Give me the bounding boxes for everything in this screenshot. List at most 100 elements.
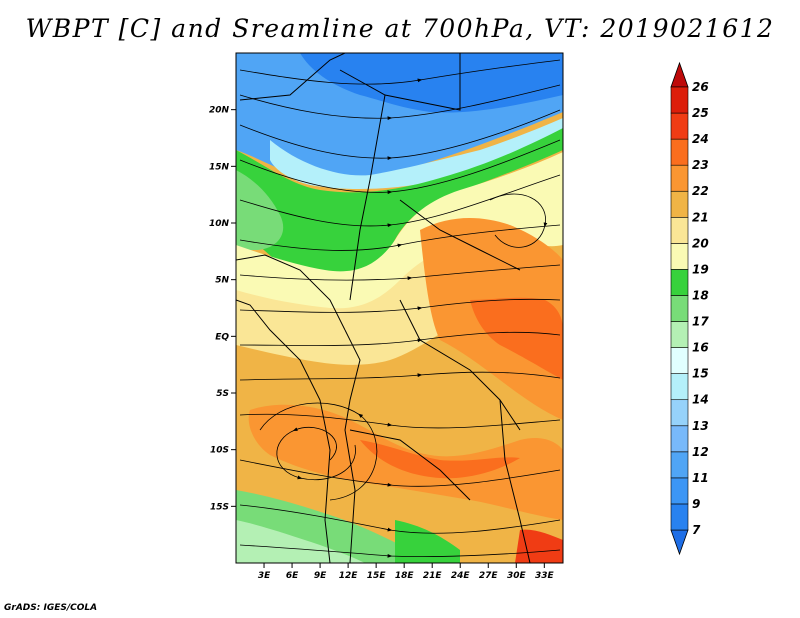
border-line (349, 429, 471, 501)
colorbar-box (670, 164, 689, 192)
grads-credit: GrADS: IGES/COLA (4, 603, 98, 613)
lat-tick-label: EQ (215, 332, 229, 342)
colorbar-level-label: 21 (692, 210, 709, 224)
map-panel (236, 53, 563, 563)
lon-tick-label: 9E (314, 571, 327, 581)
streamline (239, 413, 561, 429)
field-lightgreen-southwest (236, 520, 365, 563)
colorbar-box (670, 373, 689, 401)
colorbar-level-label: 20 (692, 236, 709, 250)
streamline-vortex (259, 402, 378, 501)
colorbar-box (670, 477, 689, 505)
map-title: WBPT [C] and Sreamline at 700hPa, VT: 20… (25, 14, 775, 43)
field-green-light (236, 170, 284, 250)
field-green-band (236, 128, 563, 300)
colorbar-box (670, 269, 689, 296)
lat-tick-label: 10S (210, 446, 229, 456)
lon-tick-label: 6E (286, 571, 299, 581)
colorbar-level-label: 16 (692, 341, 709, 355)
streamline (239, 59, 561, 85)
latitude-axis: 20N 15N 10N 5N EQ 5S 10S 15S (209, 106, 236, 512)
border-line (239, 53, 346, 101)
colorbar-box (670, 503, 689, 531)
map-frame (235, 52, 564, 564)
colorbar-box (670, 243, 689, 270)
border-line (399, 299, 521, 431)
colorbar-level-label: 17 (692, 315, 709, 329)
colorbar-level-label: 18 (692, 288, 709, 302)
lon-tick-label: 24E (451, 571, 471, 581)
colorbar-box (670, 451, 689, 479)
border-line (399, 199, 521, 271)
lat-tick-label: 5N (215, 276, 229, 286)
streamline (239, 174, 561, 228)
field-green-south (395, 520, 460, 563)
colorbar-box (670, 86, 689, 114)
colorbar-level-label: 15 (692, 367, 709, 381)
lat-tick-label: 10N (209, 219, 230, 229)
streamline (239, 544, 561, 558)
streamline (239, 109, 561, 161)
colorbar-level-label: 14 (692, 393, 709, 407)
lon-tick-label: 15E (367, 571, 387, 581)
colorbar-box (670, 112, 689, 140)
border-line (344, 329, 361, 563)
colorbar-box (670, 321, 689, 348)
border-line (339, 53, 461, 111)
field-lightblue (270, 118, 563, 190)
colorbar-box (670, 295, 689, 322)
border-line (236, 254, 346, 331)
lat-tick-label: 20N (209, 106, 230, 116)
streamline (239, 298, 561, 313)
lat-tick-label: 5S (216, 389, 229, 399)
streamline (239, 371, 561, 381)
streamline (239, 84, 561, 121)
colorbar-upper-arrow (670, 61, 689, 88)
field-red-southeast (515, 529, 563, 563)
colorbar-level-label: 25 (692, 106, 709, 120)
lon-tick-label: 18E (395, 571, 415, 581)
streamline (239, 264, 561, 281)
coastline (236, 299, 331, 563)
colorbar-level-label: 12 (692, 445, 709, 459)
colorbar-box (670, 138, 689, 166)
lon-tick-label: 21E (423, 571, 443, 581)
streamline-vortex (489, 193, 548, 248)
colorbar-level-label: 7 (692, 523, 701, 537)
streamline (239, 504, 561, 534)
streamline (239, 139, 561, 195)
lon-tick-label: 12E (339, 571, 359, 581)
streamline (239, 224, 561, 251)
field-red-east (470, 297, 563, 380)
colorbar-level-label: 26 (692, 80, 709, 94)
colorbar-level-label: 22 (692, 184, 709, 198)
lon-tick-label: 33E (535, 571, 555, 581)
colorbar-box (670, 190, 689, 218)
colorbar-box (670, 347, 689, 374)
lat-tick-label: 15S (210, 502, 229, 512)
streamline (239, 459, 561, 487)
lon-tick-label: 30E (507, 571, 527, 581)
border-line (499, 399, 531, 563)
colorbar-lower-arrow (670, 529, 689, 556)
field-red-south (360, 440, 520, 479)
streamlines (239, 59, 561, 558)
colorbar-box (670, 425, 689, 453)
lon-tick-label: 3E (258, 571, 271, 581)
lat-tick-label: 15N (209, 162, 230, 172)
longitude-axis: 3E 6E 9E 12E 15E 18E 21E 24E 27E 30E 33E (258, 563, 555, 581)
colorbar-level-label: 24 (692, 132, 709, 146)
colorbar-level-label: 9 (692, 497, 700, 511)
colorbar-box (670, 216, 689, 244)
borders (236, 53, 531, 563)
colorbar-level-label: 11 (692, 471, 709, 485)
lon-tick-label: 27E (479, 571, 499, 581)
colorbar-box (670, 399, 689, 427)
colorbar-level-label: 19 (692, 262, 709, 276)
streamline-vortex (276, 426, 356, 481)
border-line (349, 94, 386, 301)
colorbar-level-label: 23 (692, 158, 709, 172)
colorbar-level-label: 13 (692, 419, 709, 433)
colorbar: 7 9 11 12 13 14 15 16 17 18 19 20 21 22 23 24 25 26 (670, 61, 709, 556)
